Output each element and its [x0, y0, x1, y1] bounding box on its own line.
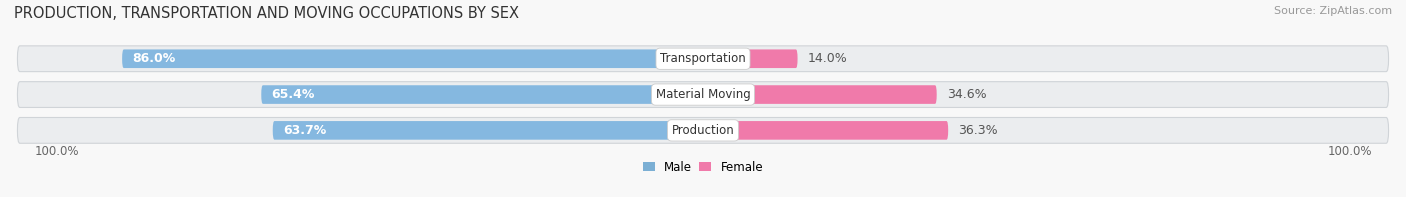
Text: 63.7%: 63.7% — [283, 124, 326, 137]
Text: Transportation: Transportation — [661, 52, 745, 65]
FancyBboxPatch shape — [122, 49, 703, 68]
Text: Source: ZipAtlas.com: Source: ZipAtlas.com — [1274, 6, 1392, 16]
FancyBboxPatch shape — [703, 49, 797, 68]
Text: 14.0%: 14.0% — [807, 52, 848, 65]
Text: 65.4%: 65.4% — [271, 88, 315, 101]
FancyBboxPatch shape — [17, 82, 1389, 107]
Text: 100.0%: 100.0% — [1327, 145, 1372, 158]
Text: 34.6%: 34.6% — [946, 88, 987, 101]
FancyBboxPatch shape — [273, 121, 703, 140]
FancyBboxPatch shape — [703, 85, 936, 104]
FancyBboxPatch shape — [703, 121, 948, 140]
Legend: Male, Female: Male, Female — [643, 161, 763, 174]
FancyBboxPatch shape — [17, 46, 1389, 72]
FancyBboxPatch shape — [17, 117, 1389, 143]
Text: 100.0%: 100.0% — [34, 145, 79, 158]
Text: Material Moving: Material Moving — [655, 88, 751, 101]
FancyBboxPatch shape — [262, 85, 703, 104]
Text: 86.0%: 86.0% — [132, 52, 176, 65]
Text: PRODUCTION, TRANSPORTATION AND MOVING OCCUPATIONS BY SEX: PRODUCTION, TRANSPORTATION AND MOVING OC… — [14, 6, 519, 21]
Text: 36.3%: 36.3% — [959, 124, 998, 137]
Text: Production: Production — [672, 124, 734, 137]
